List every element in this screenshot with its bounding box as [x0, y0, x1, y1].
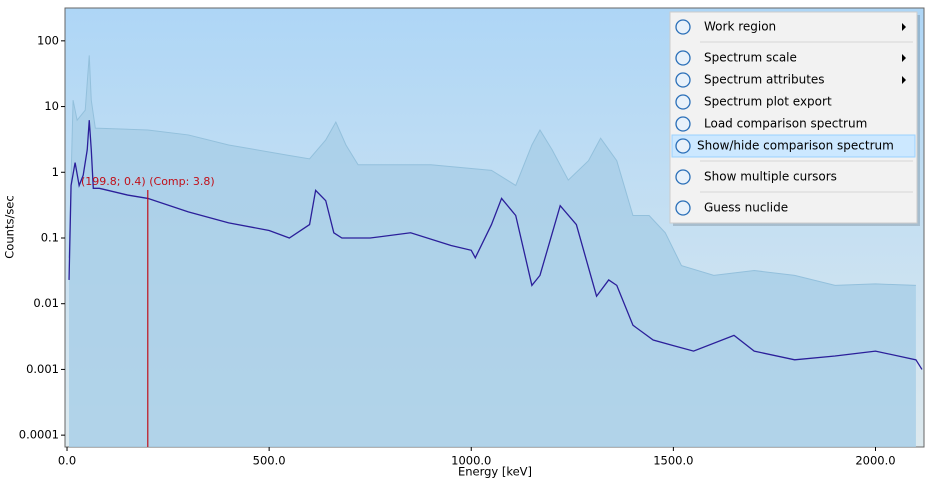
context-menu: Work region Spectrum scale Spectrum attrib… — [669, 11, 920, 226]
menu-icon — [675, 72, 691, 88]
y-tick-label: 0.001 — [26, 362, 59, 376]
spectrum-line — [68, 120, 923, 370]
menu-item[interactable]: Work region — [675, 19, 906, 35]
cursor-label: (199.8; 0.4) (Comp: 3.8) — [81, 175, 215, 188]
plot-content — [68, 55, 923, 447]
submenu-arrow — [902, 76, 906, 84]
menu-icon — [675, 50, 691, 66]
menu-icon — [675, 138, 691, 154]
menu-icon — [675, 19, 691, 35]
menu-item-label: Load comparison spectrum — [704, 117, 867, 131]
submenu-arrow — [902, 23, 906, 31]
x-tick-label: 2000.0 — [855, 454, 895, 468]
comparison-area-fill — [69, 55, 916, 447]
menu-item[interactable]: Spectrum attributes — [675, 72, 906, 88]
menu-box — [669, 11, 918, 224]
menu-item-label: Spectrum attributes — [704, 73, 825, 87]
menu-item[interactable]: Spectrum plot export — [675, 94, 832, 110]
menu-item-label: Guess nuclide — [704, 201, 788, 215]
menu-item-label: Show/hide comparison spectrum — [697, 139, 894, 153]
menu-icon — [675, 169, 691, 185]
x-tick-label: 1000.0 — [451, 454, 491, 468]
menu-item-label: Spectrum plot export — [704, 95, 832, 109]
menu-item[interactable]: Load comparison spectrum — [675, 116, 867, 132]
y-tick-label: 0.1 — [41, 230, 59, 244]
x-tick-label: 500.0 — [253, 454, 286, 468]
menu-item-label: Spectrum scale — [704, 51, 797, 65]
comparison-spectrum — [68, 55, 916, 286]
x-tick-label: 1500.0 — [653, 454, 693, 468]
menu-item[interactable]: Show/hide comparison spectrum — [671, 134, 916, 158]
menu-item-highlight — [671, 134, 916, 158]
menu-item[interactable]: Show multiple cursors — [675, 169, 837, 185]
menu-icon — [675, 200, 691, 216]
x-axis-label: Energy [keV] — [458, 465, 532, 479]
menu-item[interactable]: Spectrum scale — [675, 50, 906, 66]
y-tick-label: 10 — [44, 99, 59, 113]
x-tick-label: 0.0 — [58, 454, 76, 468]
y-tick-label: 1 — [52, 165, 59, 179]
y-tick-label: 100 — [37, 33, 59, 47]
menu-icon — [675, 94, 691, 110]
menu-item[interactable]: Guess nuclide — [675, 200, 788, 216]
menu-icon — [675, 116, 691, 132]
submenu-arrow — [902, 54, 906, 62]
y-tick-label: 0.01 — [33, 296, 59, 310]
menu-item-label: Work region — [704, 20, 776, 34]
menu-item-label: Show multiple cursors — [704, 170, 837, 184]
y-axis-label: Counts/sec — [3, 195, 17, 258]
y-tick-label: 0.0001 — [19, 428, 59, 442]
